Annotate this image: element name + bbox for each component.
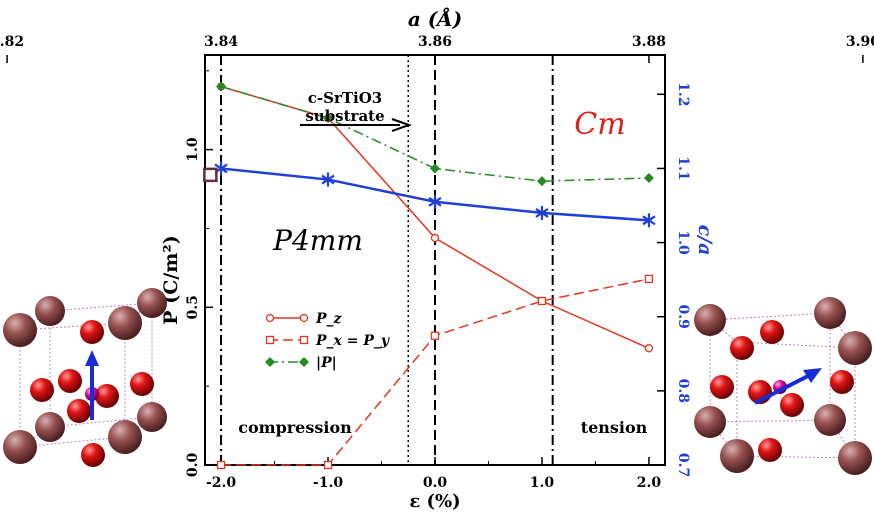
series-1-point: [537, 296, 547, 306]
legend-marker-2: [299, 357, 309, 367]
top-tick-label: 3.90: [846, 34, 874, 50]
series-2-point: [643, 173, 654, 183]
series-1-point: [430, 331, 440, 340]
y-left-tick-label: 1.0: [185, 137, 201, 162]
tension-label: tension: [581, 418, 648, 437]
legend-label-1: P_x = P_y: [315, 333, 390, 349]
series-3-point: [642, 213, 656, 228]
series-3-point: [321, 172, 335, 187]
y-right-axis-title: c/a: [694, 225, 716, 256]
y-right-tick-label: 0.8: [675, 379, 691, 403]
series-0-point: [644, 344, 654, 353]
y-right-tick-label: 1.0: [675, 230, 691, 255]
legend-label-0: P_z: [315, 311, 343, 327]
legend-marker-1: [299, 335, 309, 345]
series-0-point: [430, 233, 440, 243]
y-left-tick-label: 0.0: [185, 453, 201, 478]
x-tick-label: 1.0: [530, 475, 555, 491]
series-2-point: [536, 176, 547, 187]
crystal-structure-p4mm: [3, 288, 167, 467]
x-axis-title: ε (%): [409, 491, 460, 512]
series-1-point: [323, 460, 333, 470]
top-tick-label: 3.86: [418, 34, 452, 50]
x-tick-label: 0.0: [423, 475, 448, 491]
top-tick-label: 3.82: [0, 34, 24, 50]
top-tick-label: 3.84: [204, 34, 238, 50]
legend-label-2: |P|: [316, 355, 337, 371]
legend-marker-2: [265, 357, 275, 367]
substrate-label-line1: c-SrTiO3: [308, 89, 382, 107]
series-3-point: [535, 205, 549, 220]
legend-marker-0: [265, 313, 275, 323]
crystal-structure-cm: [694, 297, 872, 475]
series-2-point: [216, 81, 227, 92]
compression-label: compression: [238, 418, 352, 437]
phase-label-p4mm: P4mm: [272, 224, 363, 257]
series-1-point: [644, 274, 654, 284]
y-right-tick-label: 0.9: [675, 305, 691, 329]
x-tick-label: -2.0: [206, 475, 236, 491]
series-3-point: [428, 194, 442, 209]
substrate-arrow-head: [391, 118, 413, 132]
series-1-point: [216, 460, 226, 470]
y-right-tick-label: 1.1: [675, 156, 691, 180]
extra-point-0: [203, 167, 218, 183]
series-2-point: [430, 163, 440, 174]
top-tick-label: 3.88: [632, 34, 666, 50]
y-right-tick-label: 0.7: [675, 453, 691, 477]
substrate-label-line2: substrate: [305, 107, 384, 125]
legend-marker-0: [299, 313, 309, 323]
top-axis-title: a (Å): [408, 7, 462, 31]
y-right-tick-label: 1.2: [675, 82, 691, 106]
legend-marker-1: [265, 335, 275, 345]
series-2-point: [323, 113, 334, 124]
x-tick-label: -1.0: [313, 475, 343, 491]
y-left-tick-label: 0.5: [185, 295, 201, 319]
phase-label-cm: Cm: [574, 107, 625, 142]
x-tick-label: 2.0: [637, 475, 662, 491]
